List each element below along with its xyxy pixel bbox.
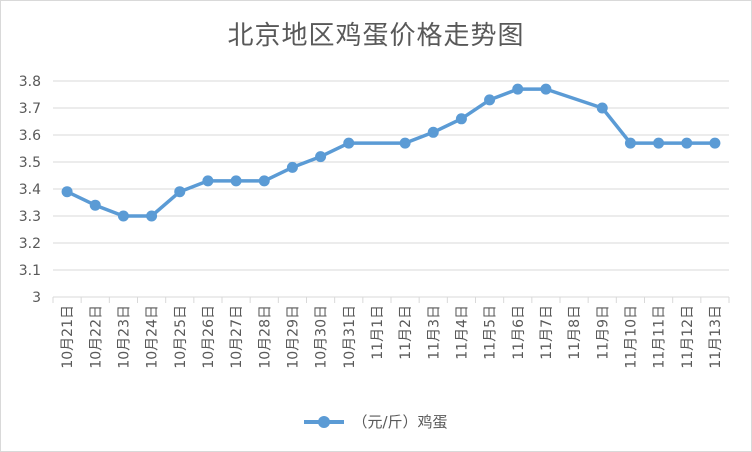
x-tick-label: 11月1日	[370, 305, 386, 360]
chart-plot: 3 3.1 3.2 3.3 3.4 3.5 3.6 3.7 3.8 10月21日 10月22日 10月…	[19, 74, 730, 369]
x-tick-label: 11月7日	[539, 305, 555, 360]
x-tick-label: 11月8日	[567, 305, 583, 360]
data-point	[61, 186, 73, 198]
data-point	[315, 151, 327, 163]
x-tick-label: 10月29日	[285, 305, 301, 369]
x-tick-label: 11月10日	[623, 305, 639, 369]
x-tick-label: 10月28日	[257, 305, 273, 369]
x-tick-label: 10月26日	[201, 305, 217, 369]
data-point	[202, 175, 214, 187]
x-tick-label: 11月6日	[511, 305, 527, 360]
legend-line-marker-icon	[304, 415, 345, 429]
data-point	[540, 83, 552, 95]
y-tick-label: 3.7	[19, 101, 41, 117]
y-tick-label: 3.2	[19, 236, 41, 252]
data-point	[455, 113, 467, 125]
x-tick-label: 10月24日	[145, 305, 161, 369]
data-point	[484, 94, 496, 106]
data-point	[681, 137, 693, 149]
data-point	[258, 175, 270, 187]
y-tick-label: 3.4	[19, 182, 41, 198]
legend-label: （元/斤）鸡蛋	[352, 413, 448, 431]
x-tick-label: 10月30日	[314, 305, 330, 369]
data-point	[709, 137, 721, 149]
y-tick-label: 3.6	[19, 128, 41, 144]
y-tick-label: 3.5	[19, 155, 41, 171]
data-point	[230, 175, 242, 187]
legend: （元/斤）鸡蛋	[1, 411, 751, 432]
y-tick-label: 3.1	[19, 263, 41, 279]
x-tick-label: 10月31日	[342, 305, 358, 369]
x-tick-label: 11月12日	[680, 305, 696, 369]
data-point	[512, 83, 524, 95]
x-tick-label: 10月21日	[60, 305, 76, 369]
data-point	[427, 126, 439, 138]
x-tick-label: 11月5日	[483, 305, 499, 360]
x-tick-label: 11月13日	[708, 305, 724, 369]
x-tick-label: 10月27日	[229, 305, 245, 369]
data-point	[399, 137, 411, 149]
y-tick-label: 3.8	[19, 74, 41, 90]
data-point	[117, 210, 129, 222]
data-point	[174, 186, 186, 198]
data-point	[653, 137, 665, 149]
x-tick-label: 11月3日	[426, 305, 442, 360]
data-point	[146, 210, 158, 222]
x-tick-label: 11月11日	[652, 305, 668, 369]
series-line	[66, 87, 715, 218]
data-point	[596, 102, 608, 114]
x-tick-label: 11月4日	[454, 305, 470, 360]
data-point	[343, 137, 355, 149]
x-tick-label: 11月2日	[398, 305, 414, 360]
y-tick-label: 3.3	[19, 209, 41, 225]
y-tick-label: 3	[32, 290, 41, 306]
x-tick-label: 10月22日	[88, 305, 104, 369]
x-tick-label: 10月25日	[173, 305, 189, 369]
data-point	[286, 161, 298, 173]
chart-title: 北京地区鸡蛋价格走势图	[227, 21, 525, 51]
data-point	[89, 199, 101, 211]
data-point	[624, 137, 636, 149]
x-tick-label: 10月23日	[116, 305, 132, 369]
x-tick-label: 11月9日	[595, 305, 611, 360]
